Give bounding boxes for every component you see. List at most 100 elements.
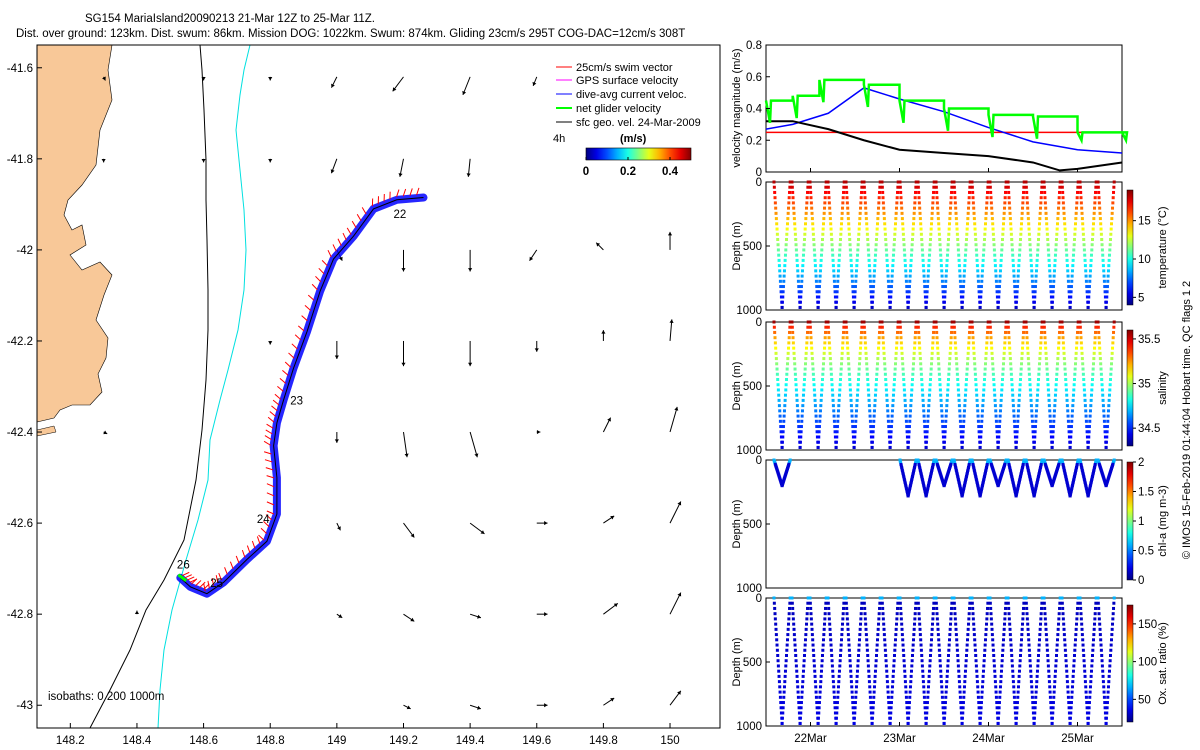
- geo-vector-head: [544, 521, 548, 526]
- section-sample: [1040, 601, 1044, 605]
- swim-vector: [251, 540, 256, 549]
- section-sample: [923, 430, 927, 434]
- section-sample: [1072, 243, 1076, 247]
- section-sample: [852, 300, 856, 304]
- section-sample: [1048, 419, 1052, 423]
- section-sample: [1106, 269, 1110, 273]
- section-sample: [909, 393, 913, 397]
- section-sample: [792, 633, 796, 637]
- section-sample: [773, 336, 777, 340]
- section-sample: [1047, 264, 1051, 268]
- section-colorbar-label: 10: [1138, 254, 1151, 266]
- section-sample: [809, 196, 813, 200]
- section-sample: [1017, 253, 1021, 257]
- section-sample: [938, 248, 942, 252]
- section-sample: [1093, 341, 1097, 345]
- section-sample: [1089, 398, 1093, 402]
- section-sample: [1039, 196, 1043, 200]
- section-sample: [778, 409, 782, 413]
- section-sample: [964, 377, 968, 381]
- section-sample: [986, 325, 990, 329]
- section-sample: [894, 638, 897, 642]
- section-sample: [1073, 227, 1077, 231]
- swim-vector: [294, 334, 302, 341]
- geo-vector: [669, 406, 678, 433]
- section-sample: [905, 706, 909, 710]
- section-sample: [816, 721, 820, 725]
- section-sample: [788, 180, 792, 184]
- section-sample: [961, 435, 965, 439]
- section-sample: [936, 622, 940, 626]
- section-sample: [955, 222, 959, 226]
- section-sample: [838, 653, 842, 657]
- section-sample: [967, 622, 971, 626]
- section-sample: [1104, 300, 1108, 304]
- section-colorbar-label: 35: [1138, 379, 1151, 391]
- section-sample: [1027, 638, 1031, 642]
- section-sample: [815, 425, 819, 429]
- swim-vector: [356, 213, 362, 222]
- section-sample: [867, 258, 871, 262]
- section-sample: [784, 388, 788, 392]
- section-sample: [966, 362, 969, 366]
- section-sample: [859, 622, 863, 626]
- section-sample: [902, 248, 906, 252]
- section-sample: [1021, 622, 1025, 626]
- section-sample: [1035, 398, 1039, 402]
- section-sample: [1084, 414, 1088, 418]
- section-sample: [828, 357, 832, 361]
- section-sample: [864, 627, 868, 631]
- section-sample: [831, 674, 835, 678]
- section-sample: [1040, 596, 1044, 600]
- geo-vector-head: [677, 592, 682, 597]
- section-sample: [779, 285, 783, 289]
- section-sample: [1015, 295, 1019, 299]
- section-sample: [939, 258, 943, 262]
- section-sample: [983, 648, 987, 652]
- section-sample: [778, 690, 782, 694]
- section-sample: [1050, 305, 1054, 309]
- section-sample: [1107, 398, 1111, 402]
- section-sample: [959, 290, 963, 294]
- section-sample: [1048, 269, 1052, 273]
- section-sample: [1071, 253, 1075, 257]
- section-sample: [890, 685, 894, 689]
- section-sample: [1100, 383, 1104, 387]
- section-sample: [1086, 440, 1090, 444]
- section-sample: [921, 398, 925, 402]
- section-sample: [864, 206, 868, 210]
- section-dive-points: [772, 596, 1116, 725]
- section-sample: [964, 237, 968, 241]
- section-sample: [1016, 419, 1020, 423]
- section-sample: [914, 190, 918, 194]
- section-sample: [858, 627, 862, 631]
- section-sample: [887, 425, 891, 429]
- section-sample: [1018, 388, 1022, 392]
- section-sample: [817, 706, 821, 710]
- section-sample: [805, 622, 809, 626]
- section-sample: [894, 217, 898, 221]
- section-sample: [796, 279, 800, 283]
- section-sample: [979, 295, 983, 299]
- section-sample: [908, 419, 912, 423]
- section-sample: [989, 190, 993, 194]
- section-sample: [1034, 409, 1038, 413]
- section-sample: [854, 279, 858, 283]
- section-sample: [1036, 377, 1040, 381]
- geo-vector-head: [477, 705, 481, 710]
- section-sample: [1103, 285, 1107, 289]
- section-sample: [1030, 274, 1034, 278]
- geo-vector-head: [607, 417, 611, 422]
- section-sample: [1063, 372, 1067, 376]
- geo-vector-head: [610, 698, 615, 702]
- section-sample: [1056, 351, 1060, 355]
- section-sample: [1047, 404, 1051, 408]
- section-sample: [972, 346, 976, 350]
- section-sample: [1035, 264, 1039, 268]
- section-sample: [963, 674, 967, 678]
- section-sample: [867, 674, 871, 678]
- section-sample: [808, 601, 812, 605]
- section-sample: [979, 435, 983, 439]
- section-sample: [794, 653, 798, 657]
